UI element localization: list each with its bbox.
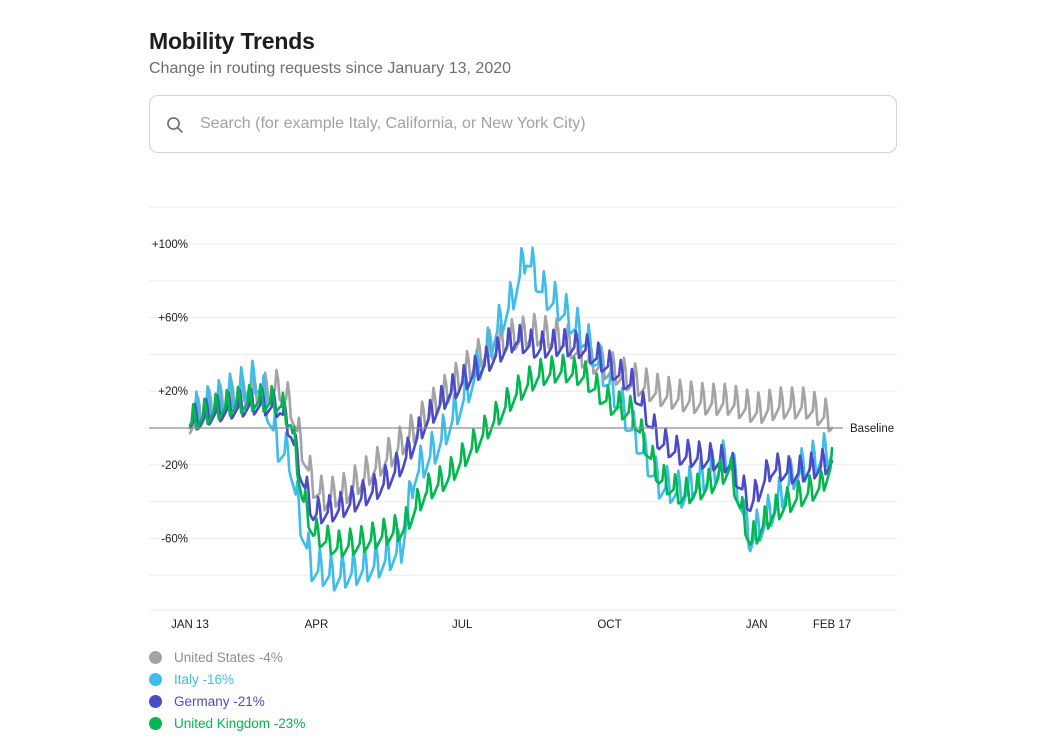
legend-item-united-kingdom[interactable]: United Kingdom -23% [149, 712, 305, 734]
legend-item-united-states[interactable]: United States -4% [149, 646, 305, 668]
x-tick-label: OCT [597, 619, 621, 631]
series-line-italy [188, 246, 834, 592]
page-subtitle: Change in routing requests since January… [149, 60, 512, 77]
legend-label: Germany -21% [174, 693, 265, 709]
search-input[interactable] [200, 96, 880, 152]
page-title: Mobility Trends [149, 28, 315, 54]
y-tick-label: -20% [161, 460, 188, 472]
legend-dot [149, 716, 162, 730]
legend-item-germany[interactable]: Germany -21% [149, 690, 305, 712]
legend-label: United Kingdom -23% [174, 715, 306, 731]
legend: United States -4% Italy -16% Germany -21… [149, 646, 305, 734]
legend-dot [149, 650, 162, 664]
search-box[interactable] [149, 95, 897, 153]
y-tick-label: -60% [161, 533, 188, 545]
legend-label: United States -4% [174, 649, 283, 665]
x-tick-label: JUL [452, 619, 473, 631]
series-lines [188, 246, 834, 592]
y-tick-label: +100% [152, 239, 188, 251]
y-tick-label: +60% [158, 313, 188, 325]
series-line-united-kingdom [188, 353, 834, 558]
x-tick-label: JAN [746, 619, 768, 631]
grid [149, 206, 897, 611]
x-tick-label: JAN 13 [171, 619, 209, 631]
legend-dot [149, 694, 162, 708]
series-line-united-states [188, 312, 834, 512]
x-tick-label: APR [305, 619, 329, 631]
legend-label: Italy -16% [174, 671, 235, 687]
x-tick-label: FEB 17 [813, 619, 851, 631]
mobility-chart: +100% +60% +20% -20% -60% JAN 13 APR JUL OCT JAN F… [149, 206, 897, 631]
axis-labels: +100% +60% +20% -20% -60% JAN 13 APR JUL OCT JAN F… [149, 239, 894, 631]
y-tick-label: +20% [158, 386, 188, 398]
baseline-label: Baseline [850, 423, 894, 435]
search-icon [167, 117, 183, 133]
legend-dot [149, 672, 162, 686]
legend-item-italy[interactable]: Italy -16% [149, 668, 305, 690]
